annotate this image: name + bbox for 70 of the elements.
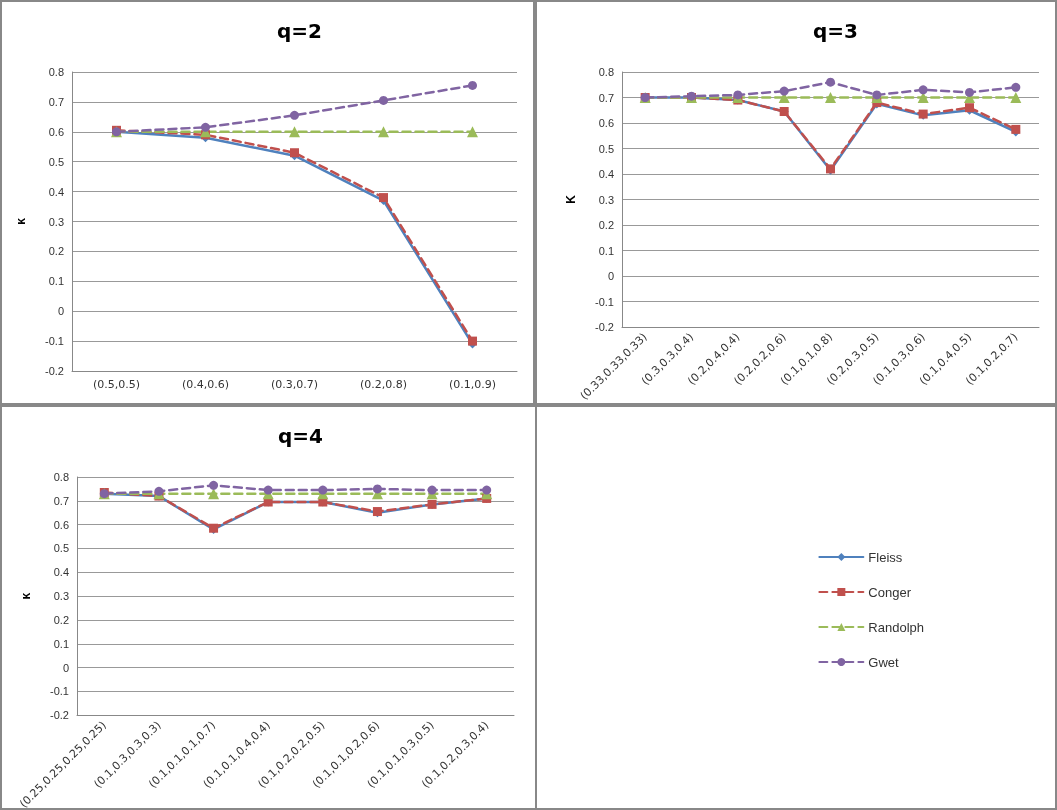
legend-label: Fleiss (868, 549, 903, 565)
y-tick-label: -0.2 (45, 365, 64, 377)
point (378, 126, 389, 138)
point (825, 92, 836, 103)
y-tick-label: -0.1 (45, 335, 64, 348)
point (290, 110, 299, 120)
y-tick-label: 0.2 (53, 613, 69, 626)
y-tick-label: 0 (62, 661, 69, 674)
point (918, 85, 928, 95)
legend-label: Conger (868, 584, 912, 600)
y-tick-label: 0.4 (48, 185, 64, 198)
legend-label: Gwet (868, 654, 900, 670)
point (318, 485, 328, 495)
y-tick-label: 0.2 (598, 219, 614, 231)
y-tick-label: 0.3 (53, 590, 69, 603)
y-tick-label: 0.7 (598, 91, 614, 104)
y-axis-title: κ (14, 217, 28, 225)
x-tick-label: (0.2,0.8) (359, 378, 408, 391)
y-tick-label: -0.2 (595, 321, 614, 333)
y-tick-label: 0.5 (53, 542, 69, 555)
y-tick-label: 0.1 (53, 637, 69, 650)
y-axis-title: κ (19, 592, 33, 600)
point (208, 488, 220, 500)
y-tick-label: 0.4 (598, 168, 614, 180)
y-tick-label: 0 (607, 270, 614, 282)
chart-title: q=4 (278, 424, 323, 448)
point (779, 86, 789, 96)
point (826, 77, 835, 87)
y-tick-label: 0.6 (48, 125, 64, 138)
point (467, 126, 478, 138)
point (1010, 92, 1022, 103)
point (427, 485, 437, 495)
x-tick-label: (0.4,0.6) (181, 378, 230, 391)
chart-title: q=2 (277, 19, 322, 43)
point (372, 484, 382, 494)
y-tick-label: 0.3 (598, 193, 614, 206)
y-tick-label: 0.7 (48, 95, 64, 108)
y-tick-label: 0.3 (48, 215, 64, 228)
point (209, 480, 219, 490)
legend-label: Randolph (868, 619, 924, 635)
y-tick-label: -0.1 (595, 295, 614, 308)
point (154, 486, 164, 496)
point (1011, 82, 1021, 92)
y-tick-label: 0.6 (53, 518, 69, 531)
y-tick-label: 0.1 (48, 275, 64, 288)
x-tick-label: (0.1,0.9) (448, 378, 497, 391)
y-tick-label: 0.5 (598, 142, 614, 155)
point (263, 485, 273, 495)
point (468, 80, 477, 90)
point (965, 87, 974, 97)
point (201, 122, 210, 132)
y-tick-label: 0 (57, 305, 64, 318)
chart-title: q=3 (813, 19, 858, 43)
point (482, 485, 492, 495)
y-tick-label: 0.8 (48, 66, 64, 78)
point (379, 95, 388, 105)
y-tick-label: 0.7 (53, 494, 69, 507)
y-tick-label: -0.1 (50, 685, 69, 698)
point (289, 126, 300, 138)
y-axis-title: K (564, 194, 578, 204)
x-tick-label: (0.5,0.5) (92, 378, 141, 391)
y-tick-label: 0.8 (598, 66, 614, 78)
x-tick-label: (0.3,0.7) (270, 378, 319, 391)
y-tick-label: 0.2 (48, 245, 64, 258)
y-tick-label: 0.1 (598, 244, 614, 257)
y-tick-label: -0.2 (50, 709, 69, 722)
y-tick-label: 0.6 (598, 117, 614, 129)
y-tick-label: 0.8 (53, 471, 69, 483)
y-tick-label: 0.4 (53, 566, 69, 579)
y-tick-label: 0.5 (48, 155, 64, 168)
